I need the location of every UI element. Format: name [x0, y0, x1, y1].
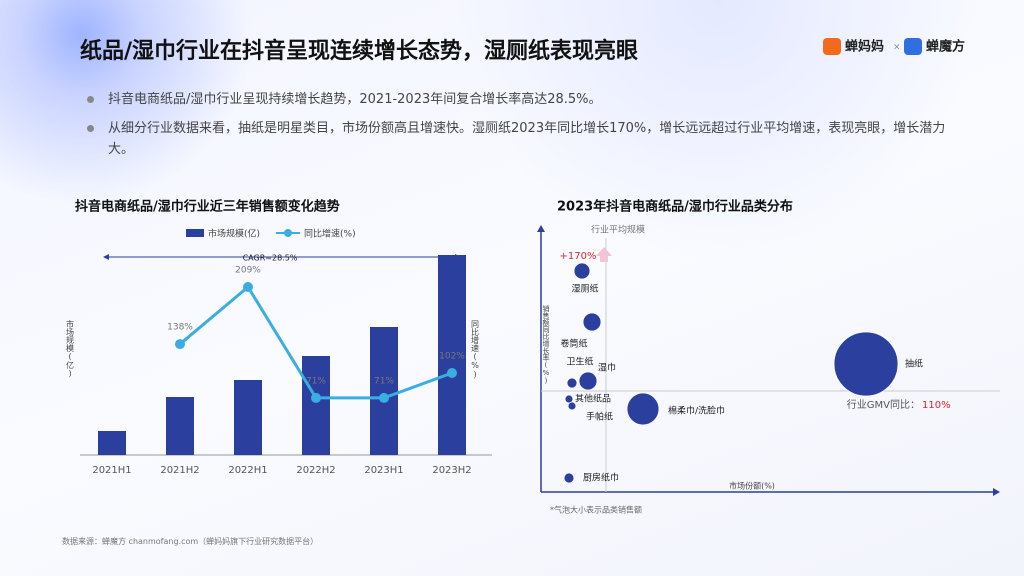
x-tick-label: 2022H2	[296, 465, 335, 476]
data-label: 138%	[167, 323, 193, 333]
x-axis-label: 市场份额(%)	[729, 481, 775, 491]
chart-title: 2023年抖音电商纸品/湿巾行业品类分布	[557, 199, 793, 215]
bubble	[567, 401, 577, 411]
bubble-label: 棉柔巾/洗脸巾	[668, 405, 725, 417]
bar	[166, 397, 194, 455]
y-axis-label: 销售额同比增长率(%)	[542, 304, 550, 385]
data-label: 71%	[374, 376, 394, 386]
logo-icon	[904, 38, 922, 55]
bubble	[573, 262, 591, 280]
data-label: 209%	[235, 266, 261, 276]
legend-label: 市场规模(亿)	[208, 228, 260, 240]
bubble	[566, 377, 578, 389]
legend-label: 同比增速(%)	[304, 228, 356, 240]
bar	[438, 255, 466, 455]
bar	[234, 380, 262, 455]
bubble-label: 湿厕纸	[571, 283, 598, 295]
reference-label: 行业平均规模	[591, 224, 645, 236]
data-label: 102%	[439, 352, 465, 362]
y-axis-label: 市场规模(亿)	[66, 319, 75, 378]
line-point	[243, 282, 253, 292]
bubble-label: 湿巾	[598, 362, 616, 374]
bubble	[563, 472, 575, 484]
slide-title: 纸品/湿巾行业在抖音呈现连续增长态势，湿厕纸表现亮眼	[80, 39, 639, 64]
x-tick-label: 2022H1	[228, 465, 267, 476]
reference-label: 行业GMV同比：	[847, 398, 920, 411]
line-point	[447, 368, 457, 379]
bubble-label: 手帕纸	[586, 411, 613, 423]
highlight-arrow	[596, 247, 612, 262]
bubble-label: 其他纸品	[575, 393, 611, 405]
logo-icon	[823, 38, 841, 55]
bubble-label: 卫生纸	[566, 356, 593, 368]
x-tick-label: 2023H2	[432, 465, 471, 476]
bubble	[626, 392, 660, 426]
line-point	[175, 339, 185, 350]
bullet: 从细分行业数据来看，抽纸是明星类目，市场份额高且增速快。湿厕纸2023年同比增长…	[87, 118, 968, 160]
x-tick-label: 2023H1	[364, 465, 403, 476]
line-point	[311, 392, 321, 403]
y2-axis-label: 同比增速(%)	[470, 320, 479, 379]
note: *气泡大小表示品类销售额	[550, 505, 642, 515]
data-label: 71%	[306, 376, 326, 386]
source-note: 数据来源：蝉魔方 chanmofang.com（蝉妈妈旗下行业研究数据平台）	[62, 537, 319, 546]
logo-separator: ×	[893, 43, 901, 53]
chart-title: 抖音电商纸品/湿巾行业近三年销售额变化趋势	[75, 199, 340, 215]
bar	[98, 431, 126, 455]
annotation: +170%	[560, 251, 597, 262]
bubble	[833, 331, 899, 397]
bubble	[582, 312, 602, 332]
logo-text: 蝉妈妈	[845, 39, 884, 55]
bubble-label: 抽纸	[905, 358, 923, 370]
reference-value: 110%	[922, 400, 951, 411]
bubble-label: 厨房纸巾	[583, 472, 619, 484]
annotation: CAGR=28.5%	[243, 254, 298, 263]
bar	[302, 356, 330, 455]
legend-swatch	[186, 229, 204, 237]
bar	[370, 327, 398, 455]
line-point	[379, 392, 389, 403]
x-tick-label: 2021H2	[160, 465, 199, 476]
bubble	[578, 371, 598, 391]
logo-text: 蝉魔方	[926, 39, 965, 55]
bubble-label: 卷筒纸	[560, 338, 587, 350]
bullet: 抖音电商纸品/湿巾行业呈现持续增长趋势，2021-2023年间复合增长率高达28…	[87, 89, 968, 110]
legend-swatch	[284, 229, 292, 237]
x-tick-label: 2021H1	[92, 465, 131, 476]
